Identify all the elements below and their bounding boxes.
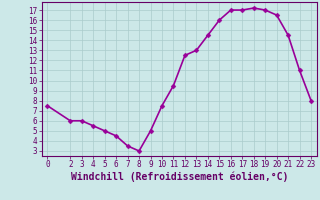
X-axis label: Windchill (Refroidissement éolien,°C): Windchill (Refroidissement éolien,°C) (70, 172, 288, 182)
